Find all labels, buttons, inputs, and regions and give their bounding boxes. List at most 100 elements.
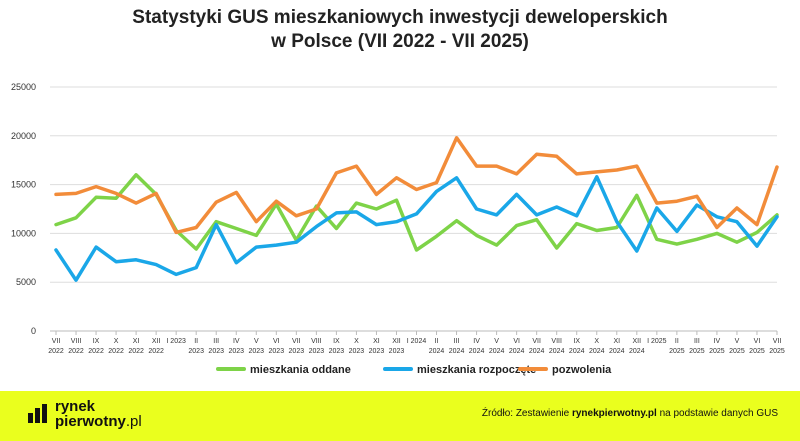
- x-tick-label-month: VII: [773, 338, 782, 345]
- x-tick-label-month: VII: [532, 338, 541, 345]
- x-tick-label-month: VIII: [311, 338, 322, 345]
- x-tick-label-year: 2023: [269, 348, 285, 355]
- legend-label: pozwolenia: [552, 364, 612, 376]
- x-tick-label-month: IV: [714, 338, 721, 345]
- chart-legend: mieszkania oddane mieszkania rozpoczęte po…: [216, 364, 612, 376]
- x-tick-label-month: XII: [152, 338, 161, 345]
- x-tick-label-year: 2025: [749, 348, 765, 355]
- x-tick-label-month: III: [213, 338, 219, 345]
- x-tick-label-month: IV: [473, 338, 480, 345]
- x-tick-label-month: V: [494, 338, 499, 345]
- legend-label: mieszkania rozpoczęte: [417, 364, 536, 376]
- series-line-pozwolenia: [54, 136, 779, 235]
- x-tick-label-year: 2023: [369, 348, 385, 355]
- x-tick-label-month: III: [454, 338, 460, 345]
- x-tick-label-month: XI: [133, 338, 140, 345]
- x-tick-label-month: VI: [513, 338, 520, 345]
- x-tick-label-year: 2024: [429, 348, 445, 355]
- y-tick-label: 15000: [11, 180, 36, 190]
- y-tick-label: 10000: [11, 228, 36, 238]
- x-tick-label-year: 2024: [609, 348, 625, 355]
- footer-bar: rynek pierwotny.pl Źródło: Zestawienie r…: [0, 391, 800, 441]
- x-tick-label-year: 2022: [48, 348, 64, 355]
- x-tick-label-month: II: [194, 338, 198, 345]
- y-tick-label: 5000: [16, 277, 36, 287]
- x-tick-label-month: VIII: [71, 338, 82, 345]
- logo-mark-icon: [28, 404, 47, 423]
- x-tick-label-year: 2022: [68, 348, 84, 355]
- x-tick-label-month: I 2023: [166, 338, 186, 345]
- x-tick-label-month: IX: [573, 338, 580, 345]
- y-tick-label: 25000: [11, 82, 36, 92]
- chart-title-line1: Statystyki GUS mieszkaniowych inwestycji…: [132, 7, 668, 28]
- x-tick-label-year: 2024: [629, 348, 645, 355]
- x-tick-label-month: V: [254, 338, 259, 345]
- logo-word-pl: .pl: [125, 413, 142, 430]
- x-tick-label-year: 2023: [389, 348, 405, 355]
- x-tick-label-year: 2024: [529, 348, 545, 355]
- y-axis: 0 5000 10000 15000 20000 25000: [11, 82, 36, 336]
- source-suffix: na podstawie danych GUS: [656, 408, 778, 419]
- source-prefix: Źródło: Zestawienie: [481, 408, 572, 419]
- x-tick-label-year: 2023: [289, 348, 305, 355]
- brand-logo[interactable]: rynek pierwotny.pl: [24, 399, 142, 429]
- x-tick-label-year: 2024: [549, 348, 565, 355]
- x-tick-label-year: 2025: [689, 348, 705, 355]
- series-line-mieszkania-rozpoczęte: [54, 175, 779, 282]
- x-tick-label-year: 2023: [228, 348, 244, 355]
- x-tick-label-month: VIII: [551, 338, 562, 345]
- chart-grid: [50, 86, 777, 332]
- x-tick-label-year: 2024: [489, 348, 505, 355]
- x-tick-label-month: VI: [273, 338, 280, 345]
- x-tick-label-year: 2025: [669, 348, 685, 355]
- source-note: Źródło: Zestawienie rynekpierwotny.pl na…: [482, 408, 778, 419]
- x-tick-label-year: 2023: [309, 348, 325, 355]
- x-tick-label-year: 2024: [569, 348, 585, 355]
- x-tick-label-year: 2023: [248, 348, 264, 355]
- x-tick-label-year: 2025: [769, 348, 785, 355]
- logo-word-pierwotny: pierwotny: [55, 413, 126, 430]
- x-axis: VII2022VIII2022IX2022X2022XI2022XII2022I…: [48, 331, 785, 355]
- legend-label: mieszkania oddane: [250, 364, 351, 376]
- x-tick-label-year: 2025: [729, 348, 745, 355]
- x-tick-label-year: 2022: [88, 348, 104, 355]
- x-tick-label-year: 2024: [449, 348, 465, 355]
- chart-title: Statystyki GUS mieszkaniowych inwestycji…: [0, 6, 800, 54]
- chart-title-line2: w Polsce (VII 2022 - VII 2025): [271, 31, 529, 52]
- x-tick-label-year: 2022: [128, 348, 144, 355]
- x-tick-label-month: XI: [373, 338, 380, 345]
- y-tick-label: 0: [31, 326, 36, 336]
- x-tick-label-month: I 2025: [647, 338, 667, 345]
- x-tick-label-year: 2024: [469, 348, 485, 355]
- x-tick-label-year: 2022: [108, 348, 124, 355]
- x-tick-label-month: IX: [93, 338, 100, 345]
- x-tick-label-year: 2022: [148, 348, 164, 355]
- x-tick-label-year: 2023: [349, 348, 365, 355]
- x-tick-label-month: IX: [333, 338, 340, 345]
- x-tick-label-month: II: [675, 338, 679, 345]
- x-tick-label-month: VI: [754, 338, 761, 345]
- x-tick-label-month: III: [694, 338, 700, 345]
- x-tick-label-month: IV: [233, 338, 240, 345]
- x-tick-label-month: XII: [392, 338, 401, 345]
- x-tick-label-month: XII: [633, 338, 642, 345]
- source-link[interactable]: rynekpierwotny.pl: [571, 408, 657, 419]
- x-tick-label-month: VII: [52, 338, 61, 345]
- x-tick-label-month: VII: [292, 338, 301, 345]
- x-tick-label-month: V: [735, 338, 740, 345]
- y-tick-label: 20000: [11, 131, 36, 141]
- x-tick-label-month: X: [594, 338, 599, 345]
- x-tick-label-month: II: [435, 338, 439, 345]
- x-tick-label-year: 2025: [709, 348, 725, 355]
- chart-series: [54, 136, 779, 282]
- x-tick-label-year: 2023: [188, 348, 204, 355]
- x-tick-label-month: X: [354, 338, 359, 345]
- x-tick-label-year: 2023: [208, 348, 224, 355]
- x-tick-label-month: X: [114, 338, 119, 345]
- x-tick-label-year: 2024: [509, 348, 525, 355]
- x-tick-label-year: 2023: [329, 348, 345, 355]
- x-tick-label-month: I 2024: [407, 338, 427, 345]
- x-tick-label-month: XI: [613, 338, 620, 345]
- x-tick-label-year: 2024: [589, 348, 605, 355]
